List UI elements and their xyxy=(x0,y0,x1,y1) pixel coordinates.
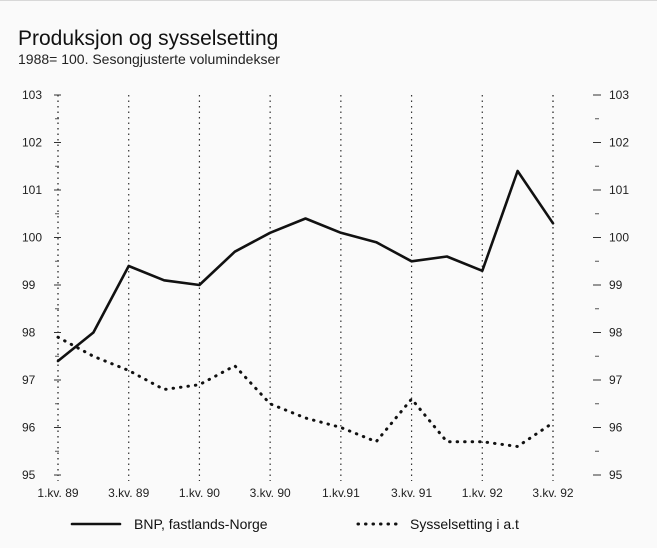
x-tick-label-10: 3.kv. 91 xyxy=(391,486,432,500)
y-tick-label-left-102: 102 xyxy=(22,136,42,150)
series-lines xyxy=(56,169,555,448)
y-tick-label-left-95: 95 xyxy=(22,468,36,482)
legend-label-1: Sysselsetting i a.t xyxy=(410,516,519,532)
y-tick-label-right-97: 97 xyxy=(609,373,623,387)
legend-label-0: BNP, fastlands-Norge xyxy=(134,516,268,532)
y-tick-label-right-102: 102 xyxy=(609,136,629,150)
y-tick-label-right-99: 99 xyxy=(609,278,623,292)
x-tick-label-2: 3.kv. 89 xyxy=(108,486,149,500)
x-tick-label-6: 3.kv. 90 xyxy=(250,486,291,500)
y-tick-label-left-96: 96 xyxy=(22,421,36,435)
y-tick-label-left-98: 98 xyxy=(22,326,36,340)
x-tick-label-12: 1.kv. 92 xyxy=(462,486,503,500)
x-tick-labels: 1.kv. 89 3.kv. 89 1.kv. 90 3.kv. 90 1.kv.91 3… xyxy=(37,486,573,500)
y-tick-label-left-99: 99 xyxy=(22,278,36,292)
y-tick-label-right-98: 98 xyxy=(609,326,623,340)
y-tick-label-left-101: 101 xyxy=(22,183,42,197)
y-tick-label-right-95: 95 xyxy=(609,468,623,482)
y-tick-label-left-97: 97 xyxy=(22,373,36,387)
series-line-0 xyxy=(56,169,555,363)
chart-subtitle: 1988= 100. Sesongjusterte volumindekser xyxy=(18,51,280,67)
series-line-1 xyxy=(56,335,555,448)
chart-title: Produksjon og sysselsetting xyxy=(18,27,278,50)
legend: BNP, fastlands-Norge Sysselsetting i a.t xyxy=(70,516,519,532)
x-tick-label-0: 1.kv. 89 xyxy=(37,486,78,500)
y-tick-label-right-101: 101 xyxy=(609,183,629,197)
y-tick-label-left-100: 100 xyxy=(22,231,42,245)
y-axes: 95 95 96 96 97 97 98 98 99 99 100 100 101 101 102 102 10… xyxy=(22,88,629,482)
x-tick-label-14: 3.kv. 92 xyxy=(532,486,573,500)
y-tick-label-left-103: 103 xyxy=(22,88,42,102)
x-tick-label-4: 1.kv. 90 xyxy=(179,486,220,500)
grid-lines xyxy=(57,95,554,481)
x-tick-label-8: 1.kv.91 xyxy=(322,486,360,500)
y-tick-label-right-103: 103 xyxy=(609,88,629,102)
y-tick-label-right-96: 96 xyxy=(609,421,623,435)
y-tick-label-right-100: 100 xyxy=(609,231,629,245)
